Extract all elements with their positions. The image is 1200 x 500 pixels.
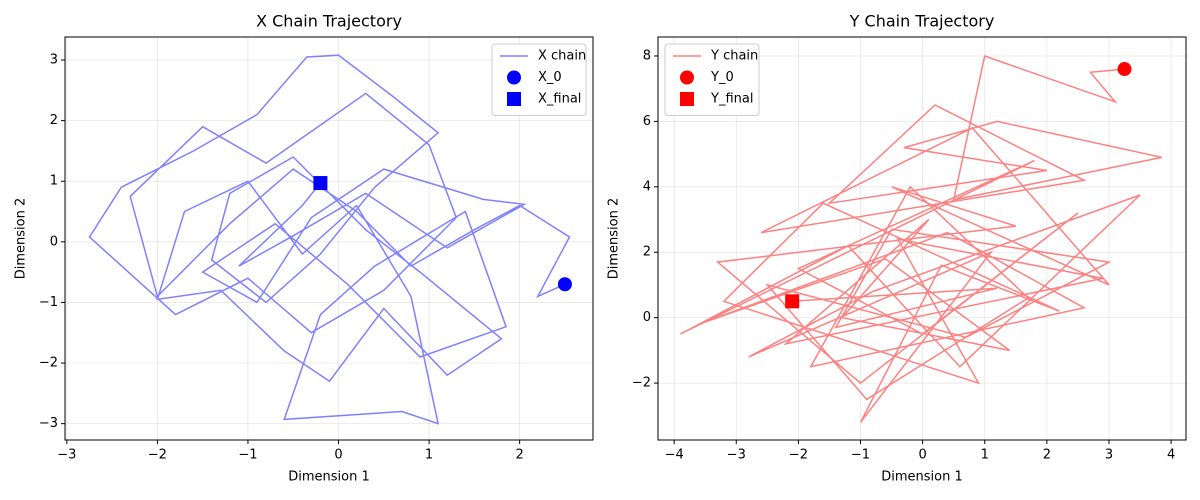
y-axis-label: Dimension 2: [14, 198, 29, 280]
x-tick-label: −3: [57, 448, 76, 463]
axes-frame: [64, 36, 594, 441]
subplot: X Chain Trajectory Dimension 1 Dimension 2…: [14, 12, 594, 485]
x-axis-label: Dimension 1: [881, 470, 963, 485]
y-tick-label: −2: [632, 376, 651, 391]
chain-line: [680, 55, 1162, 423]
y-tick-label: 0: [643, 310, 651, 325]
legend-label: Y chain: [710, 49, 758, 64]
subplot: Y Chain Trajectory Dimension 1 Dimension 2…: [607, 12, 1187, 485]
y-tick-label: 2: [643, 245, 651, 260]
point-marker: [313, 176, 328, 191]
y-tick-label: 3: [50, 53, 58, 68]
legend-swatch: [680, 70, 694, 85]
chart-title: Y Chain Trajectory: [849, 12, 995, 31]
y-tick-label: 0: [50, 234, 58, 249]
x-tick-label: −1: [238, 448, 257, 463]
point-marker: [557, 277, 572, 292]
legend-swatch: [507, 70, 521, 85]
x-tick-label: 1: [425, 448, 433, 463]
x-tick-label: −4: [665, 448, 684, 463]
x-tick-label: 0: [918, 448, 926, 463]
y-tick-label: −3: [39, 416, 58, 431]
legend-swatch: [507, 92, 521, 106]
x-tick-label: 2: [516, 448, 524, 463]
x-axis-label: Dimension 1: [288, 470, 370, 485]
x-tick-label: −1: [851, 448, 870, 463]
x-tick-label: 3: [1105, 448, 1113, 463]
legend-label: X_final: [538, 92, 581, 107]
legend: X chain X_0 X_final: [491, 43, 587, 116]
y-tick-label: −1: [39, 295, 58, 310]
axes-frame: [657, 36, 1187, 441]
chart-title: X Chain Trajectory: [256, 12, 402, 31]
y-tick-label: 6: [643, 114, 651, 129]
y-tick-label: −2: [39, 356, 58, 371]
legend-label: X chain: [538, 49, 586, 64]
legend-label: Y_0: [710, 70, 734, 85]
y-tick-label: 2: [50, 113, 58, 128]
x-tick-label: 4: [1167, 448, 1175, 463]
x-tick-label: 0: [334, 448, 342, 463]
x-tick-label: −2: [148, 448, 167, 463]
legend-label: Y_final: [710, 92, 753, 107]
x-tick-label: −2: [789, 448, 808, 463]
chain-line: [88, 54, 571, 425]
x-tick-label: 1: [981, 448, 989, 463]
y-tick-label: 1: [50, 174, 58, 189]
x-tick-label: 2: [1043, 448, 1051, 463]
point-marker: [785, 294, 800, 309]
y-axis-label: Dimension 2: [607, 198, 622, 280]
y-tick-label: 8: [643, 48, 651, 63]
x-tick-label: −3: [727, 448, 746, 463]
legend: Y chain Y_0 Y_final: [664, 43, 760, 116]
legend-label: X_0: [538, 70, 562, 85]
y-tick-label: 4: [643, 179, 651, 194]
point-marker: [1117, 62, 1132, 77]
legend-swatch: [680, 92, 694, 106]
